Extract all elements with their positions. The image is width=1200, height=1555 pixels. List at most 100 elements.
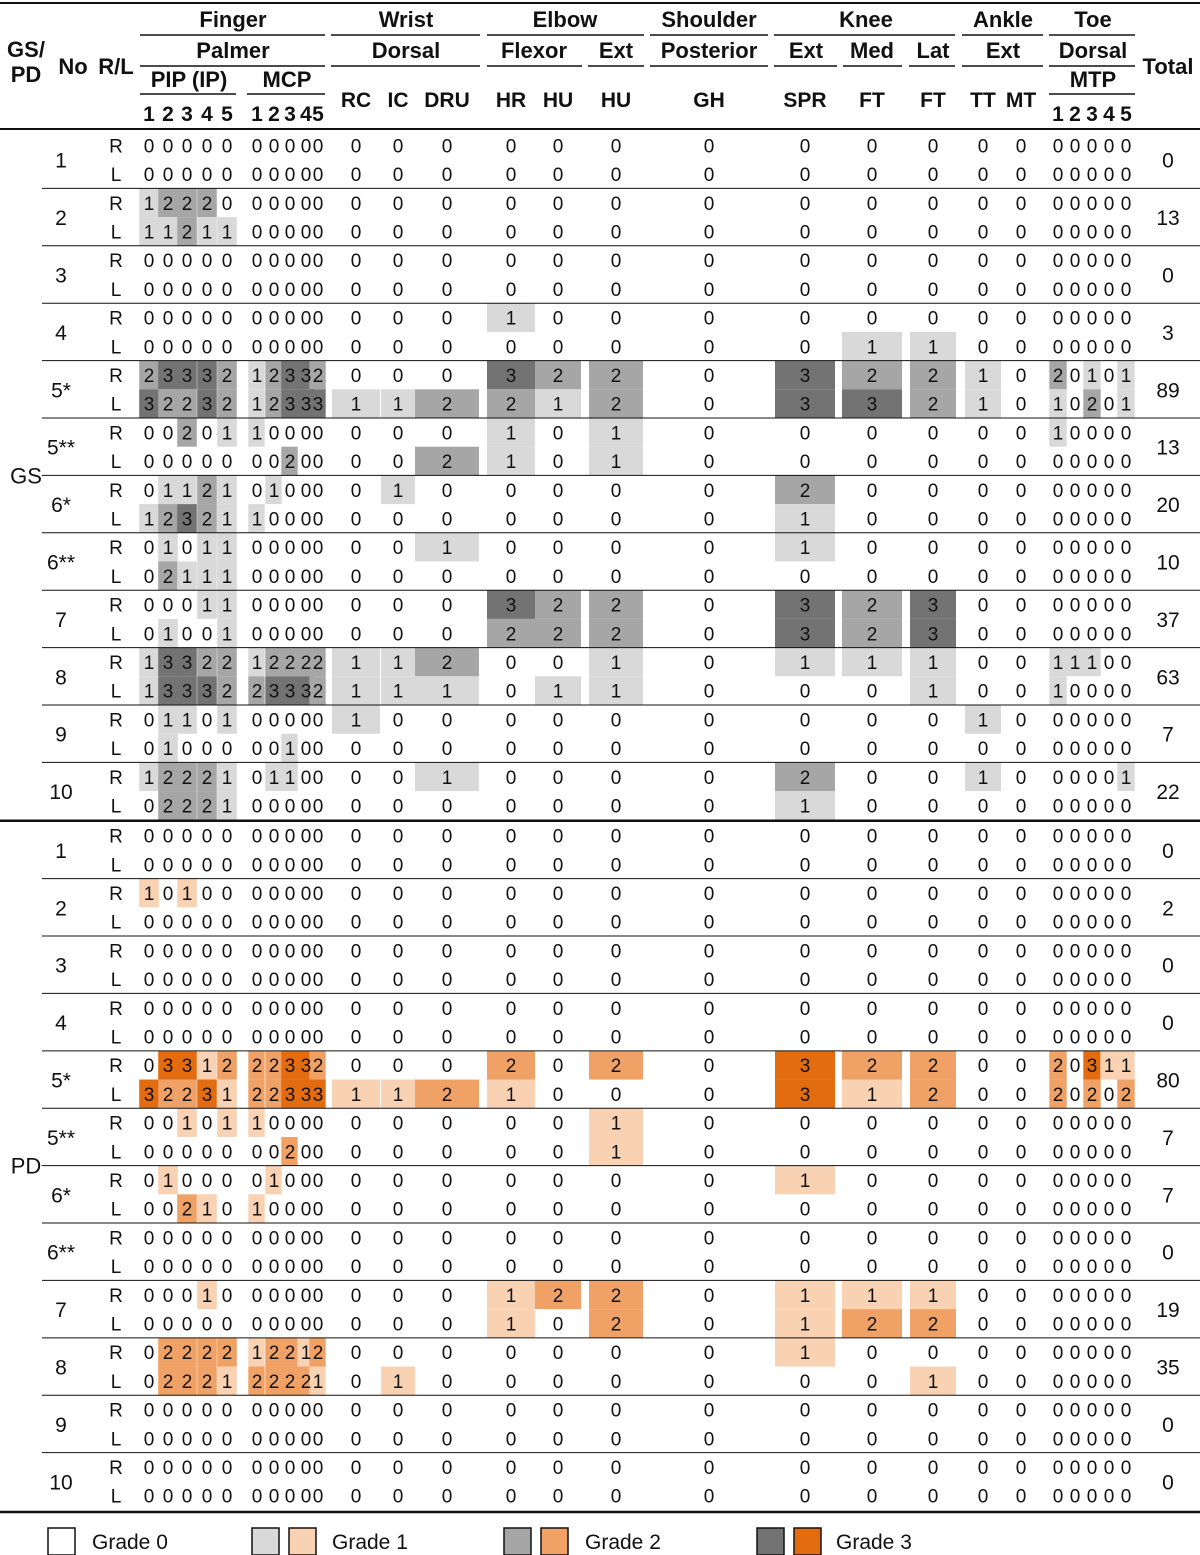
joint-value: 1 (800, 1343, 811, 1364)
pip-value: 3 (182, 653, 193, 674)
joint-value: 0 (928, 280, 939, 301)
joint-value: 0 (611, 999, 622, 1020)
joint-cell (842, 1079, 902, 1109)
mcp-value: 0 (313, 1458, 324, 1479)
mcp-cell (309, 360, 326, 390)
mcp-value: 0 (285, 1171, 296, 1192)
mcp-value: 0 (269, 796, 280, 817)
mcp-value: 0 (269, 309, 280, 330)
mtp-value: 0 (1121, 1114, 1132, 1135)
patient-total: 0 (1162, 1012, 1174, 1035)
side-label: R (109, 194, 123, 215)
mcp-value: 0 (252, 1429, 263, 1450)
joint-value: 0 (351, 309, 362, 330)
mtp-value: 0 (1070, 1200, 1081, 1221)
joint-value: 0 (978, 194, 989, 215)
pip-value: 0 (222, 1200, 233, 1221)
joint-value: 0 (442, 194, 453, 215)
legend-swatch (47, 1527, 76, 1555)
pip-value: 0 (182, 280, 193, 301)
pip-cell (197, 561, 217, 591)
joint-value: 0 (704, 653, 715, 674)
mtp-value: 0 (1053, 941, 1064, 962)
joint-value: 0 (928, 423, 939, 444)
joint-value: 0 (442, 1343, 453, 1364)
mcp-value: 0 (313, 1314, 324, 1335)
mtp-value: 0 (1121, 884, 1132, 905)
pip-value: 0 (202, 1401, 213, 1422)
header-digit-label: 1 (251, 103, 263, 126)
mtp-value: 0 (1053, 739, 1064, 760)
side-label: R (109, 999, 123, 1020)
mcp-value: 0 (269, 509, 280, 530)
mcp-value: 0 (269, 1314, 280, 1335)
joint-value: 0 (442, 1200, 453, 1221)
joint-value: 0 (611, 337, 622, 358)
mcp-value: 0 (252, 624, 263, 645)
joint-value: 0 (867, 855, 878, 876)
joint-value: 0 (928, 165, 939, 186)
joint-value: 0 (1016, 884, 1027, 905)
joint-value: 0 (1016, 1286, 1027, 1307)
mtp-cell (1083, 647, 1101, 677)
patient-total: 19 (1156, 1299, 1179, 1322)
joint-value: 3 (800, 395, 811, 416)
mcp-value: 0 (313, 423, 324, 444)
joint-value: 0 (978, 855, 989, 876)
pip-cell (139, 1079, 159, 1109)
joint-value: 0 (442, 423, 453, 444)
pip-cell (158, 561, 178, 591)
mtp-value: 0 (1053, 1429, 1064, 1450)
patient-number: 4 (55, 322, 67, 345)
mcp-value: 0 (301, 913, 312, 934)
pip-value: 3 (182, 509, 193, 530)
pip-value: 0 (163, 1200, 174, 1221)
mtp-value: 0 (1104, 280, 1115, 301)
joint-value: 0 (611, 538, 622, 559)
mcp-value: 0 (285, 1228, 296, 1249)
joint-value: 0 (506, 1171, 517, 1192)
joint-value: 0 (978, 999, 989, 1020)
patient-number: 10 (49, 781, 72, 804)
mtp-value: 0 (1053, 1228, 1064, 1249)
joint-value: 0 (393, 1458, 404, 1479)
joint-value: 1 (800, 538, 811, 559)
pip-cell (217, 532, 237, 562)
mtp-value: 0 (1104, 1458, 1115, 1479)
joint-value: 0 (1016, 1228, 1027, 1249)
mtp-value: 0 (1121, 194, 1132, 215)
pip-cell (177, 1108, 197, 1137)
mcp-value: 0 (301, 567, 312, 588)
patient-number: 2 (55, 207, 67, 230)
pip-cell (217, 475, 237, 505)
joint-cell (910, 1366, 956, 1396)
joint-value: 0 (704, 624, 715, 645)
mtp-value: 0 (1087, 1314, 1098, 1335)
header-gspd-label: PD (11, 62, 42, 87)
pip-value: 0 (222, 194, 233, 215)
mtp-value: 0 (1121, 1257, 1132, 1278)
mcp-value: 1 (269, 1171, 280, 1192)
joint-value: 1 (611, 653, 622, 674)
joint-value: 0 (704, 309, 715, 330)
pip-value: 0 (202, 1171, 213, 1192)
pip-value: 1 (202, 596, 213, 617)
mcp-cell (248, 504, 265, 533)
mcp-value: 0 (252, 222, 263, 243)
joint-value: 0 (553, 970, 564, 991)
joint-value: 0 (928, 136, 939, 157)
joint-value: 0 (393, 337, 404, 358)
mcp-value: 0 (285, 165, 296, 186)
joint-value: 0 (704, 567, 715, 588)
pip-cell (177, 705, 197, 734)
mtp-cell (1049, 418, 1067, 447)
mcp-cell (265, 762, 282, 792)
mtp-value: 1 (1121, 1056, 1132, 1077)
joint-value: 0 (867, 796, 878, 817)
mtp-value: 0 (1070, 1085, 1081, 1106)
joint-value: 0 (1016, 481, 1027, 502)
pip-value: 1 (144, 768, 155, 789)
mcp-value: 0 (285, 941, 296, 962)
mtp-cell (1117, 1079, 1135, 1109)
pip-value: 0 (163, 1429, 174, 1450)
